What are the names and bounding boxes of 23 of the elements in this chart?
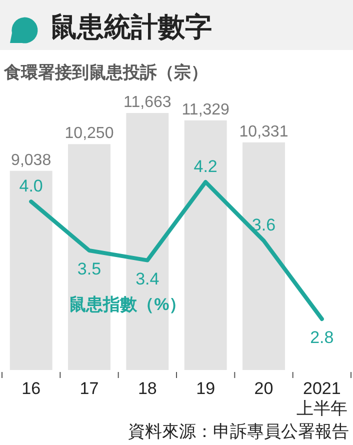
- y-axis-title: 食環署接到鼠患投訴（宗）: [3, 63, 208, 82]
- data-label: 11,663: [124, 94, 172, 111]
- bar: [184, 120, 227, 370]
- x-tick-label: 16: [22, 379, 41, 398]
- x-tick-label: 18: [138, 379, 157, 398]
- data-label: 4.2: [194, 157, 218, 176]
- x-tick-label: 20: [254, 379, 274, 398]
- data-label: 10,250: [64, 125, 114, 142]
- data-label: 11,329: [182, 101, 230, 118]
- data-label: 3.4: [136, 269, 160, 288]
- chart-title: 鼠患統計數字: [50, 12, 212, 42]
- bar: [10, 170, 52, 370]
- data-label: 3.5: [77, 260, 102, 278]
- bar: [242, 142, 285, 370]
- source-note: 資料來源：申訴專員公署報告: [128, 422, 349, 441]
- data-label: 10,331: [239, 123, 288, 140]
- data-label: 9,038: [11, 152, 52, 169]
- x-tick-label: 2021 上半年: [296, 379, 348, 418]
- x-tick-label: 19: [196, 379, 216, 398]
- text: 鼠患指數（%）: [69, 295, 186, 314]
- data-label: 4.0: [19, 176, 43, 196]
- x-tick-label: 17: [80, 379, 99, 398]
- data-label: 2.8: [310, 328, 334, 347]
